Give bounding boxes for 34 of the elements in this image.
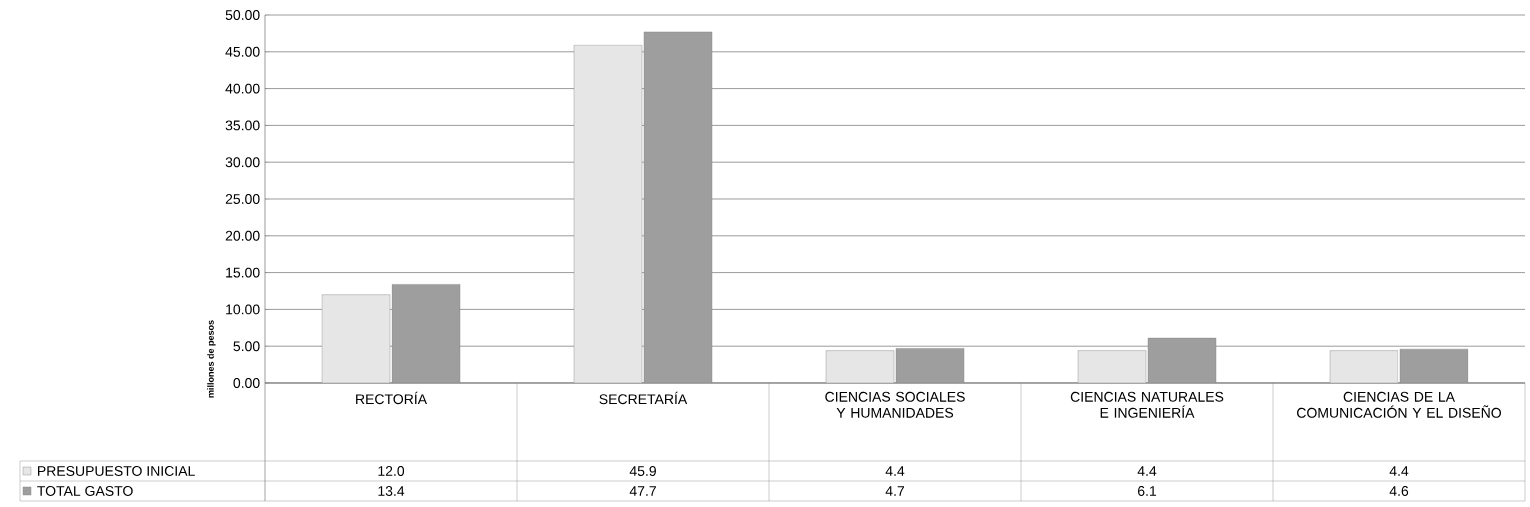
x-tick-label: RECTORÍA	[356, 391, 428, 405]
y-tick-label: 10.00	[226, 304, 260, 315]
bar	[1329, 350, 1399, 383]
data-label: 45.9	[629, 466, 656, 476]
bar	[573, 44, 643, 383]
legend-label: TOTAL GASTO	[37, 486, 133, 496]
bar	[321, 294, 391, 383]
x-tick-label: SECRETARÍA	[599, 391, 688, 405]
data-label: 6.1	[1137, 486, 1157, 496]
y-tick-label: 5.00	[233, 341, 260, 352]
y-tick-label: 35.00	[225, 120, 260, 131]
legend-label: PRESUPUESTO INICIAL	[38, 466, 195, 476]
y-axis-title: millones de pesos	[207, 320, 216, 398]
data-label: 4.6	[1389, 486, 1409, 496]
y-tick-label: 30.00	[225, 157, 260, 168]
data-label: 4.7	[885, 486, 905, 496]
y-tick-label: 25.00	[225, 194, 260, 204]
data-label: 4.4	[1137, 466, 1157, 476]
data-label: 13.4	[378, 486, 405, 496]
y-tick-label: 45.00	[225, 46, 260, 57]
x-tick-label: CIENCIAS NATURALES E INGENIERÍA	[1070, 391, 1224, 418]
data-label: 4.4	[885, 466, 905, 476]
y-tick-label: 20.00	[225, 230, 260, 241]
y-tick-label: 50.00	[225, 10, 260, 20]
x-tick-label: CIENCIAS DE LA COMUNICACIÓN Y EL DISEÑO	[1297, 391, 1502, 418]
data-label: 47.7	[629, 486, 656, 496]
bar	[825, 350, 895, 383]
data-label: 4.4	[1389, 466, 1409, 476]
bar	[1077, 350, 1147, 383]
y-tick-label: 15.00	[226, 267, 260, 278]
y-tick-label: 40.00	[225, 83, 260, 94]
x-tick-label: CIENCIAS SOCIALES Y HUMANIDADES	[825, 391, 965, 418]
data-label: 12.0	[378, 466, 405, 476]
y-tick-label: 0.00	[233, 378, 260, 388]
